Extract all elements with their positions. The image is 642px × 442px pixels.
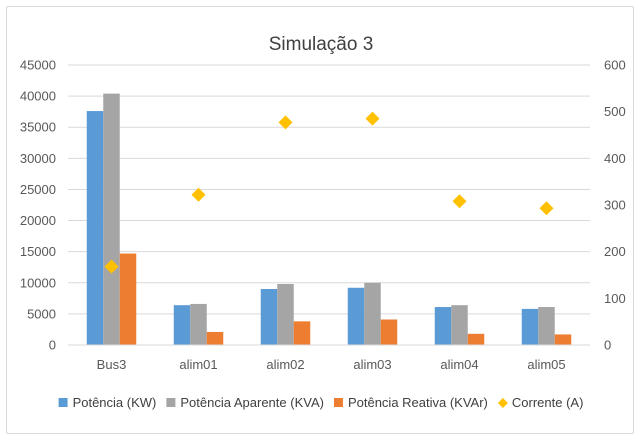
marker-alim04 xyxy=(452,194,467,209)
bar-alim04-2 xyxy=(451,305,468,345)
bar-alim05-1 xyxy=(521,308,539,345)
gridlines xyxy=(68,64,590,315)
left-y-tick-label: 10000 xyxy=(20,275,56,290)
x-tick-label: alim02 xyxy=(266,357,304,372)
legend-swatch xyxy=(58,398,68,407)
bar-alim01-3 xyxy=(206,331,224,345)
bar-alim03-2 xyxy=(364,282,381,345)
x-axis: Bus3 alim01 alim02 alim03 alim04 alim05 xyxy=(68,344,590,372)
left-y-tick-label: 25000 xyxy=(20,182,56,197)
right-y-tick-label: 500 xyxy=(604,104,626,119)
bar-alim02-1 xyxy=(260,289,278,345)
x-tick-label: alim05 xyxy=(527,357,565,372)
legend-swatch xyxy=(166,398,176,407)
bar-alim04-3 xyxy=(467,333,485,345)
left-y-tick-label: 40000 xyxy=(20,89,56,104)
left-y-axis: 0 5000 10000 15000 20000 25000 30000 35000 40000… xyxy=(20,58,56,353)
bar-bus3-3 xyxy=(119,253,137,345)
right-y-tick-label: 600 xyxy=(604,58,626,73)
bar-alim03-1 xyxy=(347,287,365,345)
legend: Potência (KW) Potência Aparente (KVA) Potê… xyxy=(58,395,584,410)
bar-bus3-2 xyxy=(103,93,120,345)
left-y-tick-label: 20000 xyxy=(20,213,56,228)
left-y-tick-label: 0 xyxy=(49,338,56,353)
right-y-tick-label: 0 xyxy=(604,338,611,353)
marker-alim03 xyxy=(365,111,380,126)
right-y-tick-label: 400 xyxy=(604,151,626,166)
bar-alim05-2 xyxy=(538,307,555,345)
x-tick-label: alim03 xyxy=(353,357,391,372)
legend-label: Potência (KW) xyxy=(73,395,157,410)
marker-alim01 xyxy=(191,187,206,202)
bar-alim01-1 xyxy=(173,305,191,345)
legend-label: Potência Aparente (KVA) xyxy=(180,395,324,410)
bar-alim03-3 xyxy=(380,319,398,345)
x-tick-label: alim04 xyxy=(440,357,478,372)
legend-label: Potência Reativa (KVAr) xyxy=(348,395,488,410)
left-y-tick-label: 45000 xyxy=(20,58,56,73)
bar-alim02-3 xyxy=(293,321,311,345)
legend-label: Corrente (A) xyxy=(512,395,584,410)
marker-alim02 xyxy=(278,115,293,130)
bar-alim04-1 xyxy=(434,307,452,345)
right-y-axis: 0 100 200 300 400 500 600 xyxy=(604,58,626,353)
marker-alim05 xyxy=(539,201,554,216)
left-y-tick-label: 5000 xyxy=(27,306,56,321)
marker-bus3 xyxy=(104,259,119,274)
bar-alim05-3 xyxy=(554,334,572,345)
left-y-tick-label: 15000 xyxy=(20,244,56,259)
bar-bus3-1 xyxy=(86,111,104,346)
legend-swatch xyxy=(333,398,343,407)
legend-marker xyxy=(497,398,508,408)
chart-title: Simulação 3 xyxy=(269,34,374,55)
bar-alim02-2 xyxy=(277,284,294,345)
right-y-tick-label: 100 xyxy=(604,291,626,306)
right-y-tick-label: 300 xyxy=(604,198,626,213)
x-tick-label: Bus3 xyxy=(97,357,127,372)
bar-series xyxy=(86,93,572,346)
left-y-tick-label: 35000 xyxy=(20,120,56,135)
bar-alim01-2 xyxy=(190,303,207,345)
x-tick-label: alim01 xyxy=(179,357,217,372)
right-y-tick-label: 200 xyxy=(604,244,626,259)
marker-series xyxy=(104,111,554,274)
left-y-tick-label: 30000 xyxy=(20,151,56,166)
